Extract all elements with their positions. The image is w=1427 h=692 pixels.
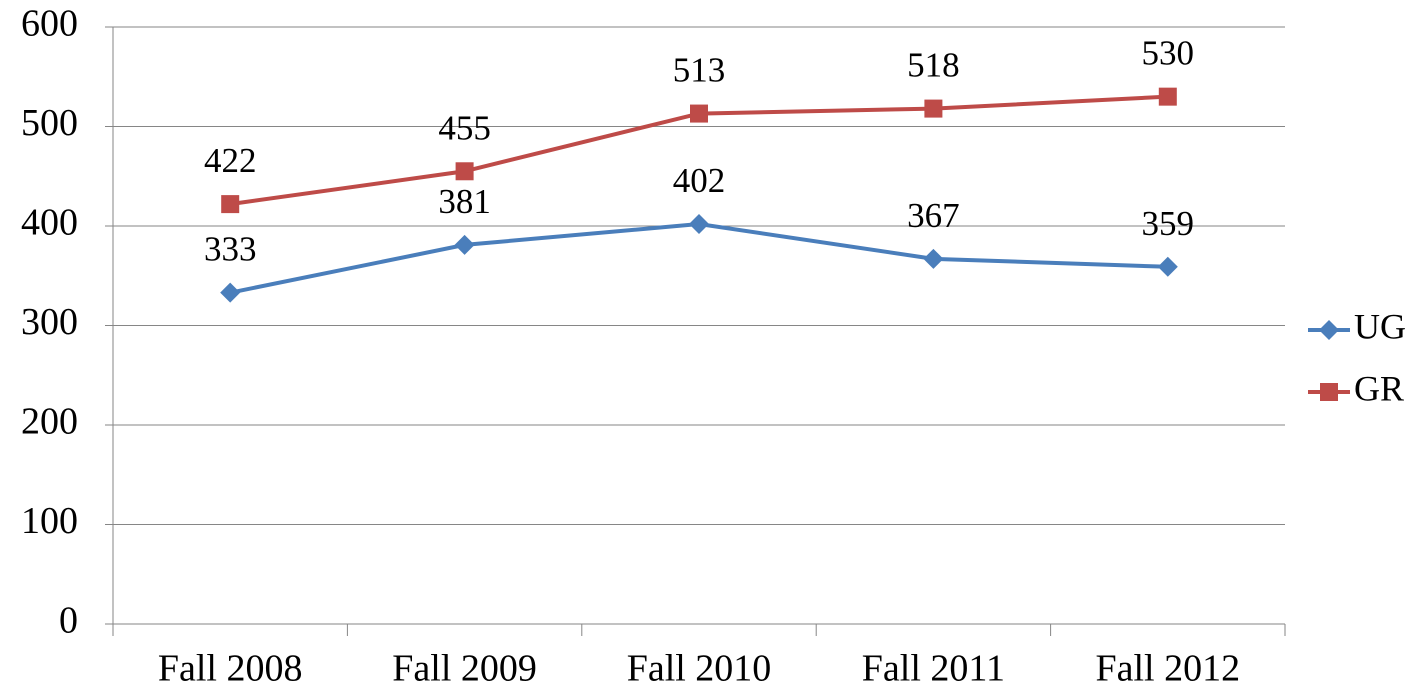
data-point [923, 248, 944, 269]
data-point [689, 214, 709, 235]
y-tick-label: 0 [59, 600, 78, 642]
legend-marker [1319, 320, 1339, 340]
x-tick-label: Fall 2012 [1095, 648, 1240, 690]
data-label: 367 [907, 196, 960, 235]
y-tick-label: 400 [21, 202, 78, 244]
x-tick-label: Fall 2008 [158, 648, 303, 690]
data-point [924, 99, 943, 118]
x-tick-label: Fall 2009 [392, 648, 537, 690]
y-tick-label: 100 [21, 500, 78, 542]
series-line [229, 221, 1168, 295]
data-label: 530 [1142, 34, 1195, 73]
data-point [221, 195, 240, 214]
data-point [1157, 256, 1178, 277]
data-label: 518 [907, 46, 960, 85]
data-point [454, 234, 475, 255]
legend-label: GR [1354, 368, 1404, 408]
y-tick-label: 500 [21, 102, 78, 144]
data-point [1158, 87, 1177, 106]
legend-marker [1320, 383, 1338, 401]
y-tick-label: 200 [21, 401, 78, 443]
legend-label: UG [1354, 306, 1406, 346]
y-tick-label: 600 [21, 3, 78, 45]
data-point [220, 282, 241, 303]
x-tick-label: Fall 2011 [862, 648, 1005, 690]
data-point [455, 162, 474, 181]
data-label: 381 [438, 182, 491, 221]
x-tick-label: Fall 2010 [627, 648, 772, 690]
data-label: 402 [673, 161, 726, 200]
data-point [690, 104, 708, 123]
data-label: 422 [204, 141, 257, 180]
data-label: 333 [204, 230, 257, 269]
data-label: 359 [1142, 204, 1195, 243]
data-label: 455 [438, 108, 491, 147]
data-label: 513 [673, 51, 726, 90]
y-tick-label: 300 [21, 301, 78, 343]
